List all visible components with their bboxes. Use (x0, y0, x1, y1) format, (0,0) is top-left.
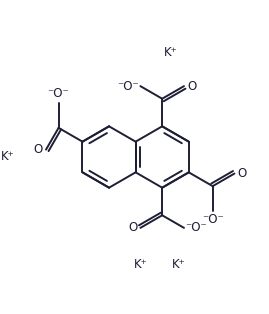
Text: K⁺: K⁺ (164, 46, 177, 58)
Text: K⁺: K⁺ (134, 258, 148, 271)
Text: ⁻O⁻: ⁻O⁻ (185, 221, 207, 234)
Text: ⁻O⁻: ⁻O⁻ (48, 87, 69, 100)
Text: ⁻O⁻: ⁻O⁻ (202, 214, 224, 226)
Text: O: O (237, 167, 246, 180)
Text: O: O (187, 80, 196, 93)
Text: ⁻O⁻: ⁻O⁻ (117, 80, 139, 93)
Text: O: O (128, 221, 137, 234)
Text: O: O (34, 143, 43, 156)
Text: K⁺: K⁺ (1, 150, 15, 164)
Text: K⁺: K⁺ (171, 258, 185, 271)
